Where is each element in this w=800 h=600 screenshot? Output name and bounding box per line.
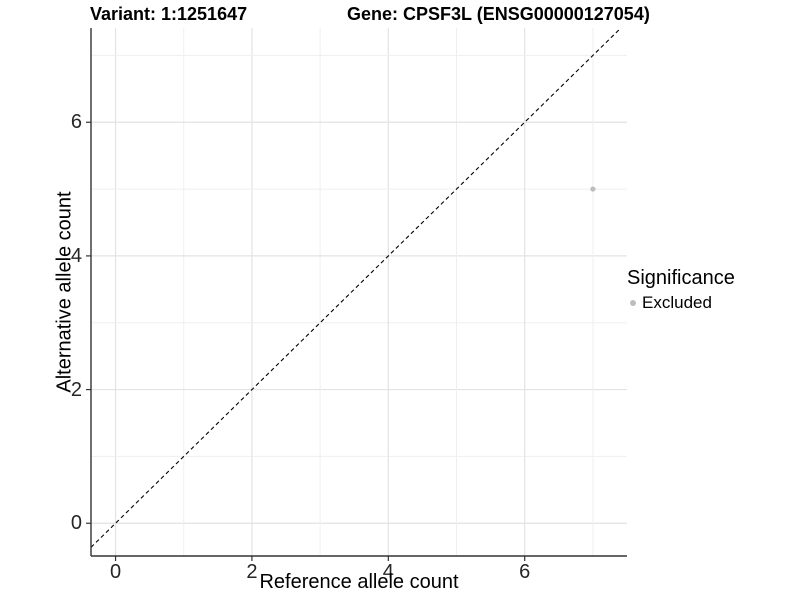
legend-entry-label: Excluded bbox=[642, 293, 712, 312]
y-tick-label: 4 bbox=[70, 244, 82, 267]
y-tick-label: 0 bbox=[70, 512, 82, 535]
x-tick-label: 0 bbox=[109, 561, 122, 583]
y-axis-title: Alternative allele count bbox=[53, 191, 76, 393]
variant-title: Variant: 1:1251647 bbox=[90, 4, 248, 24]
identity-line bbox=[90, 27, 622, 548]
x-tick-label: 6 bbox=[519, 561, 531, 583]
legend-point-icon bbox=[630, 300, 636, 306]
y-tick-label: 6 bbox=[70, 111, 82, 134]
legend-entry-excluded: Excluded bbox=[630, 293, 735, 313]
data-point bbox=[590, 186, 596, 192]
legend: Significance Excluded bbox=[627, 267, 735, 313]
legend-title: Significance bbox=[627, 267, 735, 289]
x-axis-title: Reference allele count bbox=[259, 571, 459, 593]
gene-title: Gene: CPSF3L (ENSG00000127054) bbox=[347, 4, 650, 24]
y-tick-label: 2 bbox=[70, 378, 82, 401]
x-tick-label: 4 bbox=[382, 561, 394, 583]
x-tick-label: 2 bbox=[246, 561, 258, 583]
